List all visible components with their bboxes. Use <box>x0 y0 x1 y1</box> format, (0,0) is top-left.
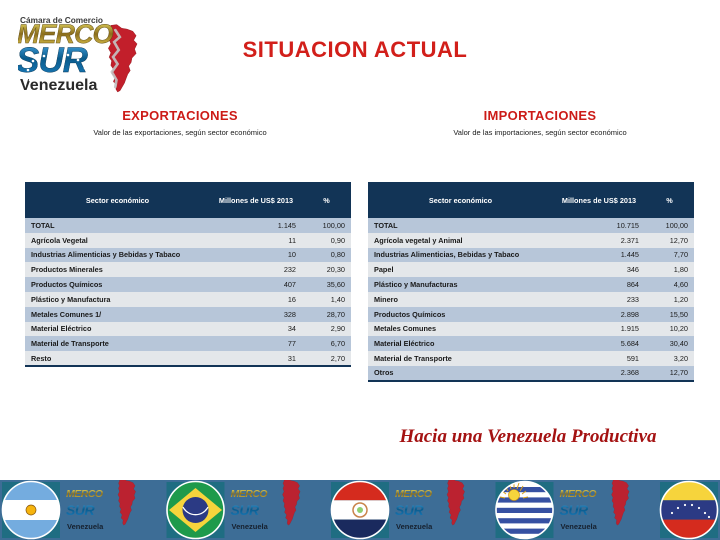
svg-text:MERCO: MERCO <box>560 488 597 500</box>
svg-text:MERCO: MERCO <box>231 488 268 500</box>
svg-text:SUR: SUR <box>231 502 260 518</box>
svg-text:Venezuela: Venezuela <box>20 77 97 94</box>
svg-text:SUR: SUR <box>395 502 424 518</box>
svg-text:MERCO: MERCO <box>66 488 103 500</box>
svg-text:SUR: SUR <box>560 502 589 518</box>
svg-text:Venezuela: Venezuela <box>232 522 269 531</box>
svg-text:SUR: SUR <box>66 502 95 518</box>
svg-text:MERCO: MERCO <box>395 488 432 500</box>
svg-text:Venezuela: Venezuela <box>561 522 598 531</box>
svg-text:Venezuela: Venezuela <box>67 522 104 531</box>
svg-text:Venezuela: Venezuela <box>396 522 433 531</box>
